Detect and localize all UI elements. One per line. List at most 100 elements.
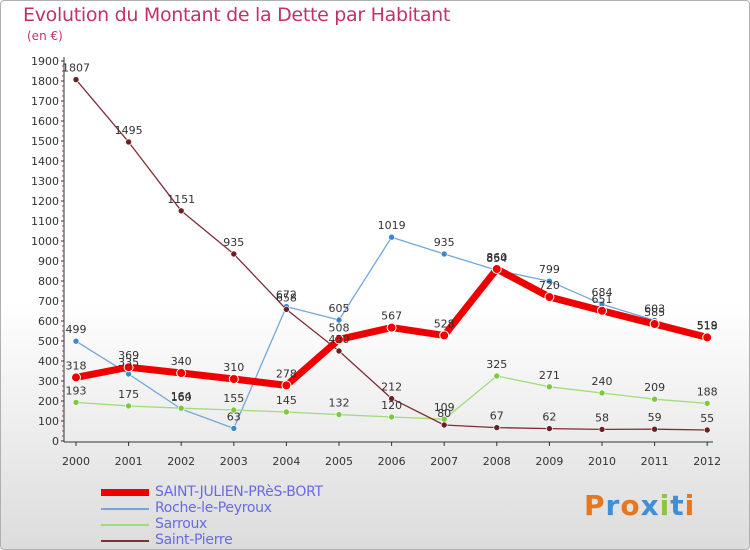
- series-line-3: [75, 78, 708, 431]
- data-label: 209: [644, 381, 665, 394]
- legend-swatch: [101, 524, 149, 526]
- data-label: 935: [223, 236, 244, 249]
- series-point-0: [491, 264, 502, 274]
- series-point-3: [283, 306, 290, 313]
- data-label: 585: [644, 306, 665, 319]
- data-label: 120: [381, 399, 402, 412]
- data-label: 1495: [115, 124, 143, 137]
- legend-item: Roche-le-Peyroux: [101, 500, 401, 516]
- data-label: 59: [648, 411, 662, 424]
- y-tick-label: 600: [38, 315, 59, 328]
- legend-item: SAINT-JULIEN-PRèS-BORT: [101, 484, 401, 500]
- logo-letter: i: [684, 489, 696, 522]
- data-label: 528: [434, 317, 455, 330]
- y-tick-label: 1900: [31, 55, 59, 68]
- data-label: 605: [329, 302, 350, 315]
- series-point-0: [597, 305, 607, 316]
- data-label: 854: [486, 252, 507, 265]
- y-tick-label: 200: [38, 395, 59, 408]
- data-label: 63: [227, 410, 241, 423]
- legend-label: Saint-Pierre: [155, 532, 233, 548]
- series-point-2: [598, 389, 606, 397]
- series-point-0: [281, 380, 292, 391]
- data-label: 684: [592, 286, 613, 299]
- x-tick-label: 2010: [588, 455, 616, 468]
- series-point-1: [388, 233, 395, 241]
- data-label: 935: [434, 236, 455, 249]
- chart-legend: SAINT-JULIEN-PRèS-BORT Roche-le-Peyroux Sa…: [101, 484, 401, 548]
- x-tick-label: 2005: [325, 455, 353, 468]
- data-label: 278: [276, 367, 297, 380]
- series-point-0: [228, 374, 239, 384]
- series-point-2: [651, 395, 658, 403]
- series-point-3: [493, 424, 501, 431]
- y-tick-label: 1300: [31, 175, 59, 188]
- data-label: 132: [329, 397, 350, 410]
- data-label: 55: [700, 412, 714, 425]
- series-point-2: [703, 400, 711, 407]
- y-tick-label: 1000: [31, 235, 59, 248]
- series-point-3: [388, 395, 395, 402]
- y-tick-label: 500: [38, 335, 59, 348]
- data-label: 1151: [167, 193, 195, 206]
- y-tick-label: 1100: [31, 215, 59, 228]
- data-label: 318: [66, 359, 87, 372]
- data-label: 340: [171, 355, 192, 368]
- y-tick-label: 1200: [31, 195, 59, 208]
- x-tick-label: 2007: [430, 455, 458, 468]
- series-point-3: [440, 421, 448, 429]
- chart-title: Evolution du Montant de la Dette par Hab…: [23, 4, 451, 26]
- data-label: 369: [118, 349, 139, 362]
- data-label: 212: [381, 381, 402, 394]
- series-point-2: [177, 404, 185, 412]
- legend-swatch: [101, 508, 149, 510]
- series-point-1: [72, 337, 80, 345]
- series-point-0: [334, 334, 344, 345]
- data-label: 499: [66, 323, 87, 336]
- data-label: 310: [223, 361, 244, 374]
- y-tick-label: 1500: [31, 135, 59, 148]
- legend-item: Sarroux: [101, 516, 401, 532]
- series-point-0: [702, 332, 713, 343]
- data-label: 518: [697, 319, 718, 332]
- data-label: 109: [434, 401, 455, 414]
- series-point-3: [177, 207, 185, 215]
- y-tick-label: 100: [38, 415, 59, 428]
- series-point-0: [386, 322, 397, 333]
- y-tick-label: 300: [38, 375, 59, 388]
- y-tick-label: 1600: [31, 115, 59, 128]
- logo-letter: i: [659, 489, 671, 522]
- y-tick-label: 1700: [31, 95, 59, 108]
- logo-letter: o: [620, 489, 641, 522]
- series-point-2: [230, 406, 238, 414]
- data-label: 145: [276, 394, 297, 407]
- x-tick-label: 2011: [641, 455, 669, 468]
- data-label: 567: [381, 310, 402, 323]
- series-point-3: [651, 425, 658, 433]
- y-tick-label: 0: [52, 435, 59, 448]
- logo-letter: t: [670, 489, 685, 522]
- series-point-3: [72, 76, 80, 83]
- logo-letter: P: [584, 489, 606, 522]
- series-point-0: [544, 292, 555, 302]
- x-tick-label: 2001: [115, 455, 143, 468]
- data-label: 860: [486, 251, 507, 264]
- data-label: 193: [66, 384, 87, 397]
- x-tick-label: 2008: [483, 455, 511, 468]
- y-tick-label: 800: [38, 275, 59, 288]
- series-point-3: [598, 426, 606, 433]
- data-label: 160: [171, 391, 192, 404]
- data-label: 62: [542, 411, 556, 424]
- data-label: 508: [329, 321, 350, 334]
- legend-swatch: [101, 540, 149, 542]
- x-tick-label: 2002: [167, 455, 195, 468]
- data-label: 325: [486, 358, 507, 371]
- legend-label: Sarroux: [155, 516, 208, 532]
- data-label: 175: [118, 388, 139, 401]
- series-point-0: [123, 362, 134, 373]
- data-label: 651: [592, 293, 613, 306]
- x-tick-label: 2012: [693, 455, 721, 468]
- series-point-3: [546, 425, 553, 432]
- series-point-0: [176, 368, 187, 378]
